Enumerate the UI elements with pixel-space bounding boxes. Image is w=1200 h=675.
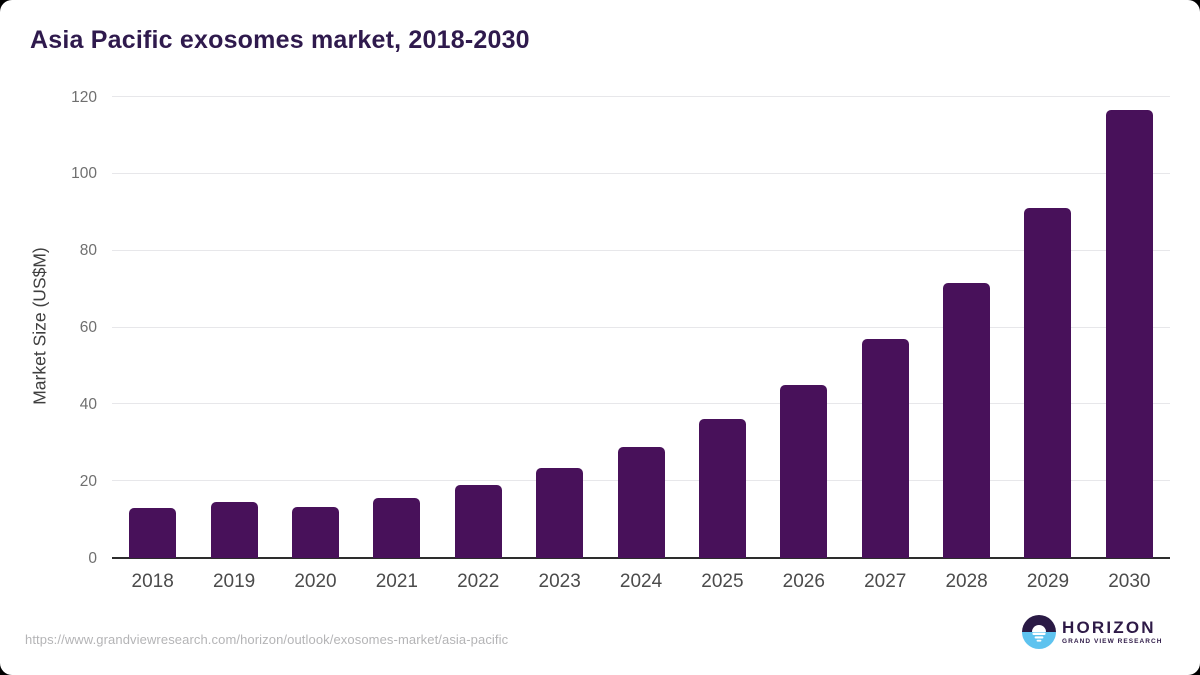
bar-slot-2019: 2019 [193, 97, 274, 592]
bar-2021 [373, 497, 421, 558]
bar-2018 [129, 508, 177, 558]
x-tick-label-2022: 2022 [457, 571, 500, 592]
horizon-logo: HORIZON GRAND VIEW RESEARCH [1022, 615, 1162, 649]
x-tick-label-2025: 2025 [701, 571, 744, 592]
bar-slot-2018: 2018 [112, 97, 193, 592]
bar-slot-2023: 2023 [519, 97, 600, 592]
bar-2029 [1024, 207, 1072, 558]
y-tick-label-60: 60 [79, 318, 97, 336]
bar-2025 [698, 419, 746, 558]
plot-area: 2018 2019 2020 2021 2022 2023 2024 2025 2026 2027… [112, 96, 1170, 592]
gridline-80 [112, 249, 1170, 251]
bar-2023 [536, 468, 584, 558]
x-tick-label-2028: 2028 [945, 571, 988, 592]
bar-slot-2026: 2026 [763, 97, 844, 592]
x-tick-label-2030: 2030 [1108, 571, 1151, 592]
bar-slot-2020: 2020 [275, 97, 356, 592]
x-tick-label-2019: 2019 [212, 571, 256, 592]
y-tick-label-0: 0 [88, 549, 97, 567]
y-tick-label-100: 100 [71, 165, 97, 183]
x-tick-label-2027: 2027 [864, 571, 907, 592]
bar-slot-2021: 2021 [356, 97, 437, 592]
x-tick-label-2029: 2029 [1026, 571, 1070, 592]
chart-title: Asia Pacific exosomes market, 2018-2030 [30, 26, 530, 54]
bar-slot-2029: 2029 [1007, 97, 1088, 592]
bar-2028 [943, 283, 991, 558]
x-tick-label-2026: 2026 [782, 571, 825, 592]
gridline-40 [112, 403, 1170, 405]
bars: 2018 2019 2020 2021 2022 2023 2024 2025 2026 2027… [112, 97, 1170, 592]
bar-slot-2025: 2025 [682, 97, 763, 592]
bar-2024 [617, 446, 665, 558]
bar-2022 [454, 485, 502, 558]
bar-slot-2030: 2030 [1089, 97, 1170, 592]
x-tick-label-2018: 2018 [131, 571, 174, 592]
y-tick-label-20: 20 [79, 472, 97, 490]
bar-slot-2028: 2028 [926, 97, 1007, 592]
bar-slot-2022: 2022 [438, 97, 519, 592]
x-tick-label-2020: 2020 [294, 571, 337, 592]
gridline-120 [112, 96, 1170, 97]
x-tick-label-2023: 2023 [538, 571, 581, 592]
gridline-100 [112, 172, 1170, 174]
footer-source-url: https://www.grandviewresearch.com/horizo… [25, 632, 509, 647]
y-axis-ticks: 0 20 40 60 80 100 120 [0, 89, 97, 565]
logo-wordmark: HORIZON [1062, 617, 1156, 637]
x-axis-line [112, 557, 1170, 559]
bar-2019 [210, 501, 258, 558]
bar-2027 [861, 339, 909, 558]
y-tick-label-120: 120 [71, 88, 97, 106]
y-tick-label-80: 80 [79, 241, 97, 259]
logo-subtitle: GRAND VIEW RESEARCH [1062, 637, 1163, 645]
x-tick-label-2024: 2024 [619, 571, 663, 592]
bar-2030 [1105, 110, 1153, 558]
bar-2026 [780, 384, 828, 558]
x-tick-label-2021: 2021 [375, 571, 418, 592]
y-tick-label-40: 40 [79, 395, 97, 413]
bar-slot-2027: 2027 [845, 97, 926, 592]
bar-2020 [291, 506, 339, 558]
horizon-sunset-icon [1022, 615, 1056, 649]
bar-slot-2024: 2024 [600, 97, 681, 592]
gridline-60 [112, 326, 1170, 328]
logo-text: HORIZON GRAND VIEW RESEARCH [1062, 619, 1162, 646]
